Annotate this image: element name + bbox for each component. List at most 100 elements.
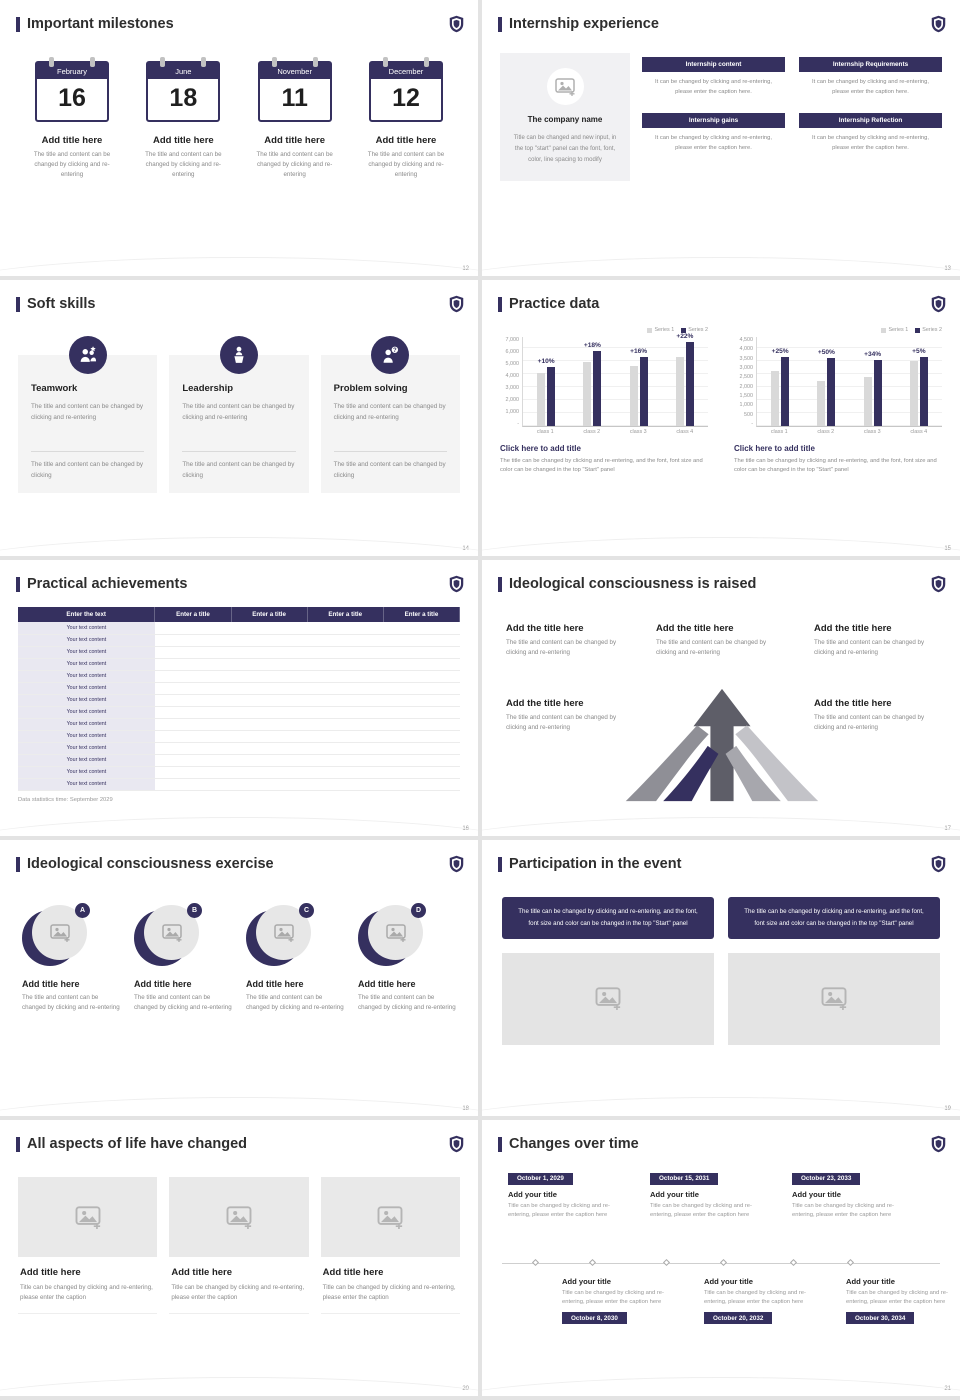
header-cell: Enter a title xyxy=(154,607,232,622)
company-card: The company name Title can be changed an… xyxy=(500,53,630,182)
circle-image-placeholder: C xyxy=(246,903,314,969)
item-title: Add your title xyxy=(846,1277,895,1286)
cell xyxy=(231,742,308,755)
calendar-day: 11 xyxy=(281,84,308,112)
table-row: Your text content xyxy=(18,622,460,635)
card-body: Add title here Title can be changed by c… xyxy=(18,1257,158,1315)
table-row: Your text content xyxy=(18,658,460,671)
panel-title: Click here to add title xyxy=(500,444,581,453)
exercise-item: D Add title here The title and content c… xyxy=(358,903,456,1013)
title-accent-bar xyxy=(498,296,502,312)
block-caption: It can be changed by clicking and re-ent… xyxy=(812,135,929,151)
bar-series-2 xyxy=(827,357,836,426)
timeline-marker xyxy=(663,1258,671,1267)
slide-header: Changes over time xyxy=(482,1120,960,1153)
x-tick-label: class 1 xyxy=(536,429,554,435)
item-title: Add your title xyxy=(562,1277,611,1286)
letter-badge: D xyxy=(411,903,426,918)
legend-item: Series 1 xyxy=(881,327,908,333)
slide-internship-experience[interactable]: Internship experience The company name T… xyxy=(482,0,960,276)
circle-image-placeholder: D xyxy=(358,903,426,969)
life-cards: Add title here Title can be changed by c… xyxy=(0,1153,478,1315)
item-title: Add title here xyxy=(358,979,416,989)
item-title: Add title here xyxy=(134,979,192,989)
cell xyxy=(307,694,384,707)
bar-series-2 xyxy=(781,356,790,426)
timeline-item: October 15, 2031 Add your title Title ca… xyxy=(650,1167,770,1259)
title-accent-bar xyxy=(498,1136,502,1152)
cell xyxy=(307,718,384,731)
calendar-icon: December 12 xyxy=(368,57,443,122)
bar-series-1 xyxy=(909,360,918,426)
slide-consciousness-exercise[interactable]: Ideological consciousness exercise A Add… xyxy=(0,840,478,1116)
page-number: 13 xyxy=(944,266,951,272)
slide-soft-skills[interactable]: Soft skills Teamwork The title and conte… xyxy=(0,280,478,556)
slide-changes-over-time[interactable]: Changes over time October 1, 2029 Add yo… xyxy=(482,1120,960,1396)
card-caption: Title can be changed by clicking and re-… xyxy=(171,1284,305,1302)
text-block: Add the title here The title and content … xyxy=(656,623,786,658)
school-logo-icon xyxy=(931,575,946,593)
item-caption: Title can be changed by clicking and re-… xyxy=(704,1290,806,1305)
table-row: Your text content xyxy=(18,634,460,647)
block-title: Add the title here xyxy=(506,698,584,709)
item-title: Add your title xyxy=(508,1190,557,1199)
item-caption: The title and content can be changed by … xyxy=(367,151,445,178)
chart-legend: Series 1 Series 2 xyxy=(500,327,708,333)
page-number: 17 xyxy=(944,826,951,832)
calendar-ring-icon xyxy=(201,57,207,67)
slide-life-changed[interactable]: All aspects of life have changed Add tit… xyxy=(0,1120,478,1396)
item-title: Add title here xyxy=(264,135,325,146)
cell xyxy=(154,634,232,647)
title-accent-bar xyxy=(16,16,20,32)
slide-header: Ideological consciousness is raised xyxy=(482,560,960,593)
timeline-item: October 23, 2033 Add your title Title ca… xyxy=(792,1167,912,1259)
block-caption: It can be changed by clicking and re-ent… xyxy=(655,135,772,151)
bar-series-1 xyxy=(675,357,684,426)
y-tick-label: - xyxy=(517,421,519,427)
cell xyxy=(231,670,308,683)
slide-participation[interactable]: Participation in the event The title can… xyxy=(482,840,960,1116)
chart-plot-area: +10% +18% +16% +22% class 1 class 2 class 3 cl… xyxy=(522,333,708,435)
y-tick-label: 3,500 xyxy=(739,355,754,362)
x-tick-label: class 4 xyxy=(676,429,694,435)
slide-practical-achievements[interactable]: Practical achievements Enter the text En… xyxy=(0,560,478,836)
skill-card-teamwork: Teamwork The title and content can be ch… xyxy=(18,336,158,494)
item-caption: Title can be changed by clicking and re-… xyxy=(650,1203,752,1218)
chart-body: 7,000 6,000 5,000 4,000 3,000 2,000 1,000 - +10… xyxy=(500,333,708,435)
calendar-ring-icon xyxy=(382,57,388,67)
cell xyxy=(307,634,384,647)
data-table: Enter the text Enter a title Enter a tit… xyxy=(18,607,461,791)
cell xyxy=(154,766,232,779)
page-title: Internship experience xyxy=(509,16,659,32)
image-placeholder xyxy=(320,1177,460,1257)
text-bar: The title can be changed by clicking and… xyxy=(728,897,940,939)
cell xyxy=(383,742,460,755)
page-number: 21 xyxy=(944,1386,951,1392)
cell xyxy=(154,622,232,635)
slide-practice-data[interactable]: Practice data Series 1 Series 2 7,000 6,00… xyxy=(482,280,960,556)
row-label-cell: Your text content xyxy=(18,754,155,767)
y-tick-label: 7,000 xyxy=(505,337,520,343)
date-badge: October 15, 2031 xyxy=(650,1172,719,1185)
cell xyxy=(307,646,384,659)
cell xyxy=(307,682,384,695)
item-title: Add title here xyxy=(375,135,437,146)
item-title: Add title here xyxy=(22,979,80,989)
cell xyxy=(154,730,232,743)
skill-footer: The title and content can be changed by … xyxy=(182,461,295,480)
header-cell: Enter the text xyxy=(18,607,156,622)
y-tick-label: 1,000 xyxy=(739,402,754,409)
raised-content: Add the title here The title and content … xyxy=(482,593,960,825)
item-title: Add your title xyxy=(650,1190,699,1199)
y-tick-label: 4,000 xyxy=(739,346,754,353)
title-accent-bar xyxy=(498,856,502,872)
slide-header: Internship experience xyxy=(482,0,960,33)
slide-consciousness-raised[interactable]: Ideological consciousness is raised Add … xyxy=(482,560,960,836)
cell xyxy=(383,706,460,719)
bar-series-2 xyxy=(919,357,928,426)
cell xyxy=(383,718,460,731)
slide-important-milestones[interactable]: Important milestones February 16 Add tit… xyxy=(0,0,478,276)
cell xyxy=(154,658,232,671)
block-title: Add the title here xyxy=(814,698,892,709)
